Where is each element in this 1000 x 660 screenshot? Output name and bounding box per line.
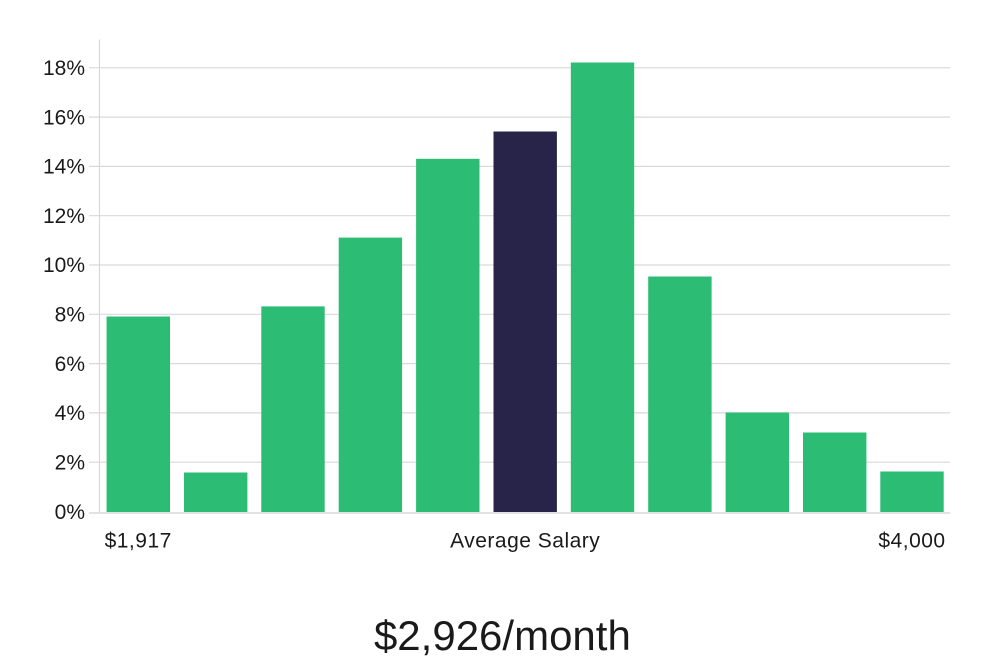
svg-text:16%: 16% [43,106,85,129]
svg-text:4%: 4% [55,402,85,425]
svg-text:14%: 14% [43,156,85,179]
svg-text:18%: 18% [43,57,85,80]
svg-text:$1,917: $1,917 [105,530,172,553]
svg-text:10%: 10% [43,254,85,277]
svg-text:$4,000: $4,000 [878,530,945,553]
svg-text:0%: 0% [55,501,85,524]
svg-text:12%: 12% [43,205,85,228]
svg-text:2%: 2% [55,451,85,474]
svg-text:8%: 8% [55,304,85,327]
svg-text:$2,926/month: $2,926/month [374,612,631,659]
svg-text:6%: 6% [55,353,85,376]
svg-text:Average Salary: Average Salary [450,530,600,553]
